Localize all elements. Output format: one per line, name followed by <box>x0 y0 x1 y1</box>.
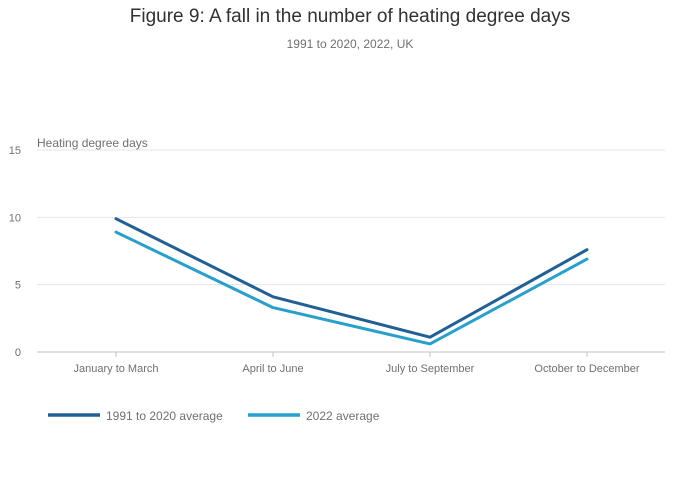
y-tick-label: 15 <box>9 145 21 157</box>
gridlines <box>37 149 665 286</box>
legend-label: 1991 to 2020 average <box>106 409 223 423</box>
legend-label: 2022 average <box>306 409 380 423</box>
series-line-1 <box>114 217 589 339</box>
y-axis-ticks: 0 5 10 15 <box>9 145 21 359</box>
x-tick-label: April to June <box>242 363 303 375</box>
y-tick-label: 5 <box>15 280 21 292</box>
chart-title: Figure 9: A fall in the number of heatin… <box>129 6 571 27</box>
legend: 1991 to 2020 average 2022 average <box>48 409 380 423</box>
x-tick-label: July to September <box>386 363 475 375</box>
y-tick-label: 10 <box>9 212 21 224</box>
chart-subtitle: 1991 to 2020, 2022, UK <box>286 37 414 51</box>
series-line-2 <box>114 230 589 346</box>
series-lines <box>114 217 589 346</box>
x-tick-label: October to December <box>534 363 639 375</box>
x-tick-label: January to March <box>74 363 159 375</box>
x-axis: January to March April to June July to Sep… <box>37 351 665 375</box>
y-axis-label: Heating degree days <box>37 136 148 150</box>
y-tick-label: 0 <box>15 347 21 359</box>
